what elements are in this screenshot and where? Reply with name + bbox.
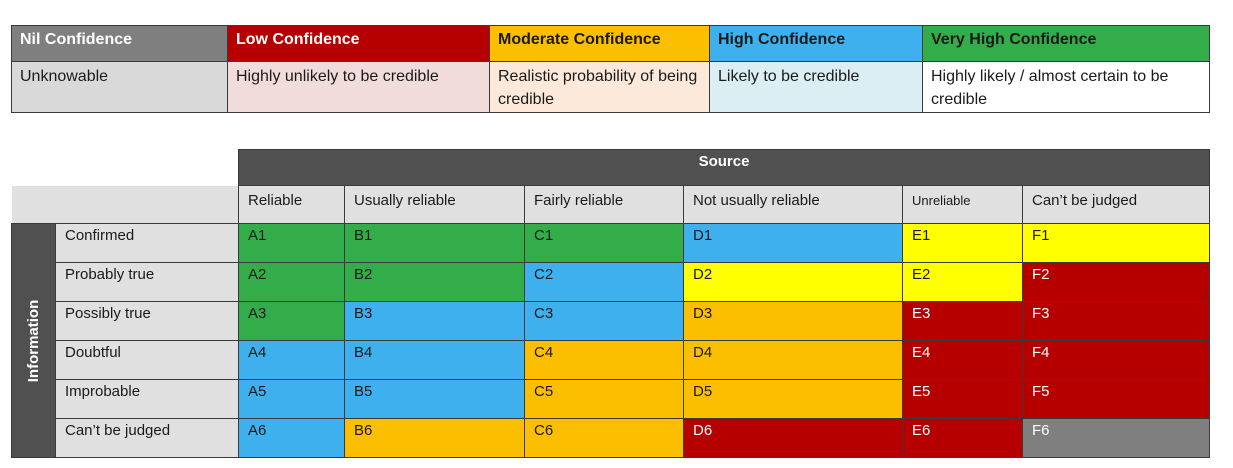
legend-high-label: High Confidence bbox=[709, 25, 923, 62]
matrix-cell: A3 bbox=[238, 301, 345, 341]
matrix-cell: A5 bbox=[238, 379, 345, 419]
legend-very-high-label: Very High Confidence bbox=[922, 25, 1210, 62]
legend-low-label: Low Confidence bbox=[227, 25, 490, 62]
matrix-row: Probably true A2 B2 C2 D2 E2 F2 bbox=[12, 262, 1211, 302]
matrix-cell: A2 bbox=[238, 262, 345, 302]
row-label: Doubtful bbox=[55, 340, 239, 380]
matrix-row: Information Confirmed A1 B1 C1 D1 E1 F1 bbox=[11, 223, 1211, 458]
confidence-legend: Nil Confidence Low Confidence Moderate C… bbox=[11, 25, 1210, 113]
matrix-cell: F3 bbox=[1021, 301, 1211, 341]
row-label: Probably true bbox=[55, 262, 239, 302]
matrix-cell: F6 bbox=[1021, 418, 1211, 458]
row-label: Possibly true bbox=[55, 301, 239, 341]
matrix-cell: A4 bbox=[238, 340, 345, 380]
matrix-cell: D1 bbox=[683, 223, 903, 263]
matrix-cell: B3 bbox=[344, 301, 525, 341]
matrix-cell: D2 bbox=[683, 262, 903, 302]
row-label: Can’t be judged bbox=[55, 418, 239, 458]
column-header: Fairly reliable bbox=[524, 185, 684, 224]
matrix-row: Can’t be judged A6 B6 C6 D6 E6 F6 bbox=[12, 418, 1211, 458]
matrix-cell: E2 bbox=[902, 262, 1023, 302]
column-header: Unreliable bbox=[902, 185, 1023, 224]
matrix-cell: F2 bbox=[1021, 262, 1211, 302]
source-columns-row: Reliable Usually reliable Fairly reliabl… bbox=[11, 185, 1211, 224]
matrix-cell: E6 bbox=[902, 418, 1023, 458]
matrix-cell: B2 bbox=[344, 262, 525, 302]
matrix-cell: B6 bbox=[344, 418, 525, 458]
matrix-cell: B5 bbox=[344, 379, 525, 419]
matrix-row: Possibly true A3 B3 C3 D3 E3 F3 bbox=[12, 301, 1211, 341]
matrix-cell: E1 bbox=[902, 223, 1023, 263]
legend-low-description: Highly unlikely to be credible bbox=[227, 61, 490, 113]
legend-moderate-description: Realistic probability of being credible bbox=[489, 61, 710, 113]
matrix-cell: A6 bbox=[238, 418, 345, 458]
matrix-cell: F5 bbox=[1021, 379, 1211, 419]
matrix-cell: D6 bbox=[683, 418, 903, 458]
matrix-cell: E5 bbox=[902, 379, 1023, 419]
legend-very-high-description: Highly likely / almost certain to be cre… bbox=[922, 61, 1210, 113]
matrix-cell: B1 bbox=[344, 223, 525, 263]
matrix-corner-lower bbox=[11, 185, 239, 224]
matrix-cell: C6 bbox=[524, 418, 684, 458]
matrix-cell: F4 bbox=[1021, 340, 1211, 380]
source-title: Source bbox=[237, 149, 1211, 186]
matrix-row: Improbable A5 B5 C5 D5 E5 F5 bbox=[12, 379, 1211, 419]
matrix-cell: E3 bbox=[902, 301, 1023, 341]
legend-moderate-label: Moderate Confidence bbox=[489, 25, 710, 62]
legend-nil-description: Unknowable bbox=[11, 61, 228, 113]
matrix-cell: E4 bbox=[902, 340, 1023, 380]
matrix-cell: A1 bbox=[238, 223, 345, 263]
matrix-cell: C5 bbox=[524, 379, 684, 419]
row-label: Improbable bbox=[55, 379, 239, 419]
matrix-row: Doubtful A4 B4 C4 D4 E4 F4 bbox=[12, 340, 1211, 380]
information-title-text: Information bbox=[24, 299, 42, 382]
matrix-cell: C3 bbox=[524, 301, 684, 341]
column-header: Can’t be judged bbox=[1021, 185, 1211, 224]
matrix-corner bbox=[12, 150, 239, 186]
column-header: Reliable bbox=[238, 185, 345, 224]
matrix-cell: C2 bbox=[524, 262, 684, 302]
row-label: Confirmed bbox=[55, 223, 239, 263]
information-title: Information bbox=[11, 223, 56, 458]
legend-nil-label: Nil Confidence bbox=[11, 25, 228, 62]
legend-high-description: Likely to be credible bbox=[709, 61, 923, 113]
legend-description-row: Unknowable Highly unlikely to be credibl… bbox=[11, 61, 1210, 113]
matrix-cell: D4 bbox=[683, 340, 903, 380]
matrix-cell: F1 bbox=[1021, 223, 1211, 263]
matrix-cell: D5 bbox=[683, 379, 903, 419]
matrix-cell: D3 bbox=[683, 301, 903, 341]
legend-header-row: Nil Confidence Low Confidence Moderate C… bbox=[11, 25, 1210, 62]
source-header-row: Source bbox=[12, 149, 1211, 186]
column-header: Not usually reliable bbox=[683, 185, 903, 224]
column-header: Usually reliable bbox=[344, 185, 525, 224]
source-information-matrix: Source Reliable Usually reliable Fairly … bbox=[11, 149, 1211, 458]
matrix-cell: C4 bbox=[524, 340, 684, 380]
matrix-cell: C1 bbox=[524, 223, 684, 263]
matrix-cell: B4 bbox=[344, 340, 525, 380]
